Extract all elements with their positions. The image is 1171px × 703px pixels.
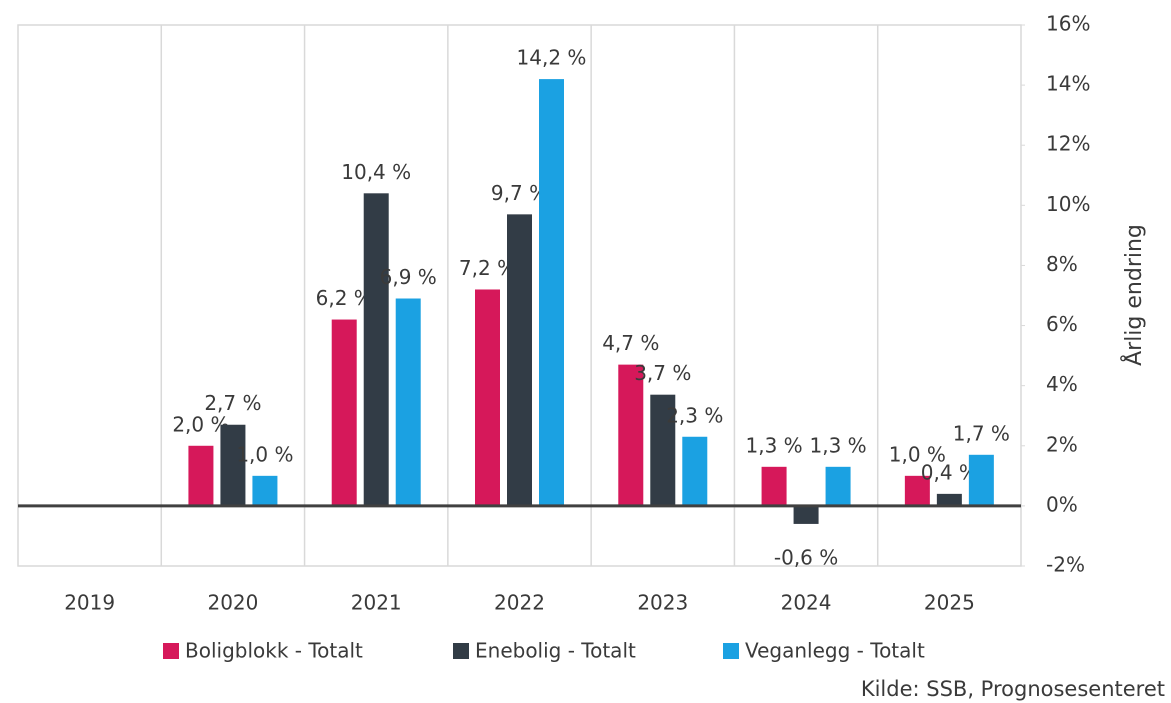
y-tick-label: 14% [1046,72,1090,96]
legend-swatch [453,643,469,659]
x-tick-label: 2020 [207,591,258,615]
bar [220,424,246,506]
y-axis-title: Årlig endring [1120,224,1147,366]
bar [395,298,421,506]
bar [968,454,994,506]
bar [252,475,278,506]
bar [793,505,819,524]
y-tick-label: 6% [1046,312,1078,336]
data-label: 2,0 % [172,412,229,436]
data-label: 14,2 % [517,46,587,70]
legend-swatch [723,643,739,659]
bar [936,493,962,506]
data-label: 2,7 % [204,391,261,415]
y-tick-label: 0% [1046,492,1078,516]
y-tick-label: 8% [1046,252,1078,276]
x-tick-label: 2022 [494,591,545,615]
legend-label: Boligblokk - Totalt [185,639,363,663]
data-label: 10,4 % [341,160,411,184]
legend-label: Enebolig - Totalt [475,639,636,663]
x-tick-label: 2021 [351,591,402,615]
plot-border [17,24,1022,567]
bar [331,319,357,506]
bar [682,436,708,506]
data-label: 1,0 % [889,442,946,466]
x-tick-label: 2023 [637,591,688,615]
data-label: 1,3 % [809,433,866,457]
legend-swatch [163,643,179,659]
data-label: 2,3 % [666,403,723,427]
x-tick-label: 2025 [924,591,975,615]
bar [761,466,787,506]
y-tick-label: 16% [1046,12,1090,36]
data-label: 1,7 % [953,421,1010,445]
data-label: 6,9 % [380,265,437,289]
bar [363,193,389,506]
data-label: 6,2 % [316,286,373,310]
bar [539,79,564,506]
bar [650,394,676,506]
data-label: 1,0 % [236,442,293,466]
data-label: 3,7 % [634,361,691,385]
y-tick-label: 10% [1046,192,1090,216]
data-label: 1,3 % [745,433,802,457]
bar [904,475,930,506]
data-label: 9,7 % [491,181,548,205]
y-tick-label: 4% [1046,372,1078,396]
x-tick-label: 2019 [64,591,115,615]
data-label: -0,6 % [774,545,838,569]
data-label: 0,4 % [921,460,978,484]
bar [618,364,644,506]
y-tick-label: 12% [1046,132,1090,156]
legend-label: Veganlegg - Totalt [745,639,925,663]
bar [825,466,851,506]
bar [507,214,532,506]
data-label: 7,2 % [459,256,516,280]
y-tick-label: -2% [1046,553,1085,577]
data-label: 4,7 % [602,331,659,355]
y-tick-label: 2% [1046,432,1078,456]
source: Kilde: SSB, Prognosesenteret [861,677,1165,701]
x-tick-label: 2024 [781,591,832,615]
bar [475,289,500,506]
bar [188,445,214,506]
